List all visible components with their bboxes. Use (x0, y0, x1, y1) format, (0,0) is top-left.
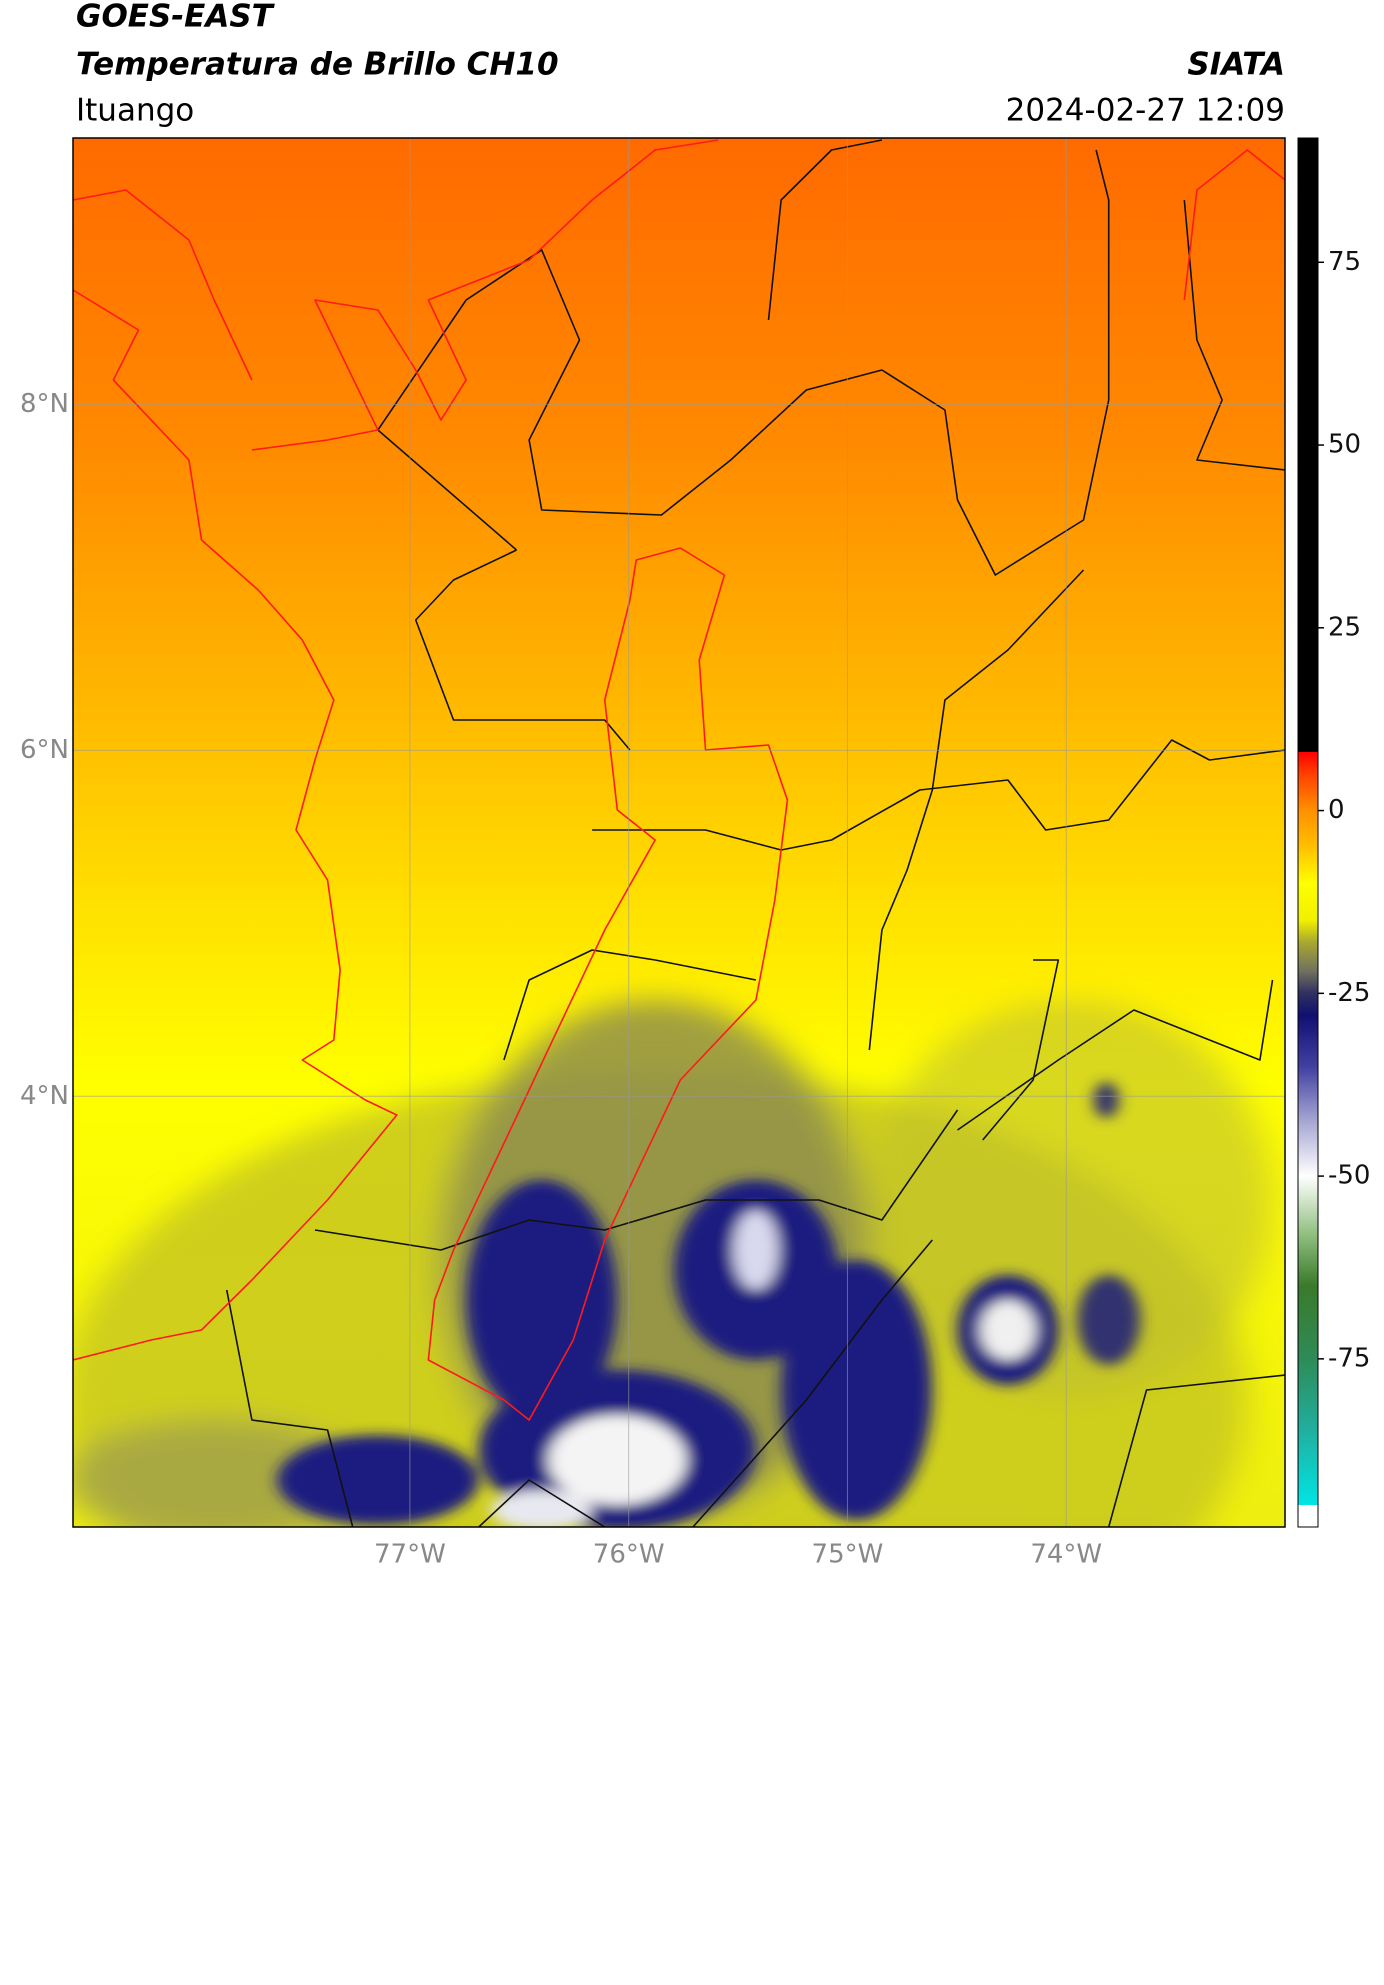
border (227, 1290, 353, 1527)
map (73, 138, 1285, 1527)
coastline (252, 140, 718, 450)
y-tick-label: 8°N (20, 389, 69, 419)
map-frame (72, 137, 1286, 1528)
cloud (733, 1210, 779, 1290)
colorbar-tick-label: -25 (1328, 978, 1370, 1008)
colorbar-body (1297, 137, 1319, 1528)
x-tick-label: 74°W (1030, 1540, 1102, 1570)
x-tick-label: 75°W (812, 1540, 884, 1570)
coastline (1184, 150, 1285, 300)
region: Ituango (76, 93, 194, 129)
cloud (781, 1260, 933, 1520)
source: SIATA (1187, 47, 1285, 83)
border (504, 950, 756, 1060)
coast-and-basin (73, 140, 1285, 1420)
cloud (1077, 1275, 1141, 1365)
cloud (980, 1300, 1036, 1360)
x-tick-label: 76°W (593, 1540, 665, 1570)
y-tick-label: 4°N (20, 1081, 69, 1111)
colorbar-tick-label: 75 (1328, 247, 1361, 277)
colorbar-tick-label: 25 (1328, 612, 1361, 642)
coastline (73, 290, 397, 1360)
colorbar: -75 -50 -25 0 25 50 75 (1297, 137, 1370, 1528)
border (1184, 200, 1285, 470)
timestamp: 2024-02-27 12:09 (1006, 93, 1285, 129)
cloud (491, 1490, 593, 1527)
border (958, 980, 1273, 1130)
colorbar-tick-label: -75 (1328, 1343, 1370, 1373)
cloud (466, 1180, 618, 1420)
border (1109, 1375, 1285, 1527)
border (769, 140, 882, 320)
colorbar-tick-label: 0 (1328, 795, 1345, 825)
border (869, 570, 1083, 1050)
basin-outline (428, 548, 787, 1420)
title: GOES-EAST (76, 0, 276, 35)
cloud (548, 1415, 687, 1505)
cloud (277, 1435, 479, 1525)
border (983, 960, 1059, 1140)
border (693, 1240, 932, 1527)
border (592, 740, 1285, 850)
colorbar-tick-label: 50 (1328, 430, 1361, 460)
y-tick-label: 6°N (20, 735, 69, 765)
grid (73, 138, 1285, 1527)
colorbar-tick-label: -50 (1328, 1161, 1370, 1191)
axes: 77°W 76°W 75°W 74°W 4°N 6°N 8°N (20, 389, 1102, 1570)
x-tick-label: 77°W (374, 1540, 446, 1570)
cloud (869, 1000, 1273, 1400)
imagery (73, 140, 1285, 1527)
cloud-field (73, 1000, 1273, 1527)
border (479, 1480, 605, 1527)
storm-cores (277, 1082, 1141, 1527)
coastline (73, 190, 252, 380)
border (378, 150, 1109, 575)
borders (227, 140, 1285, 1527)
cloud (1093, 1082, 1119, 1118)
subtitle: Temperatura de Brillo CH10 (76, 47, 559, 83)
border (416, 550, 630, 750)
